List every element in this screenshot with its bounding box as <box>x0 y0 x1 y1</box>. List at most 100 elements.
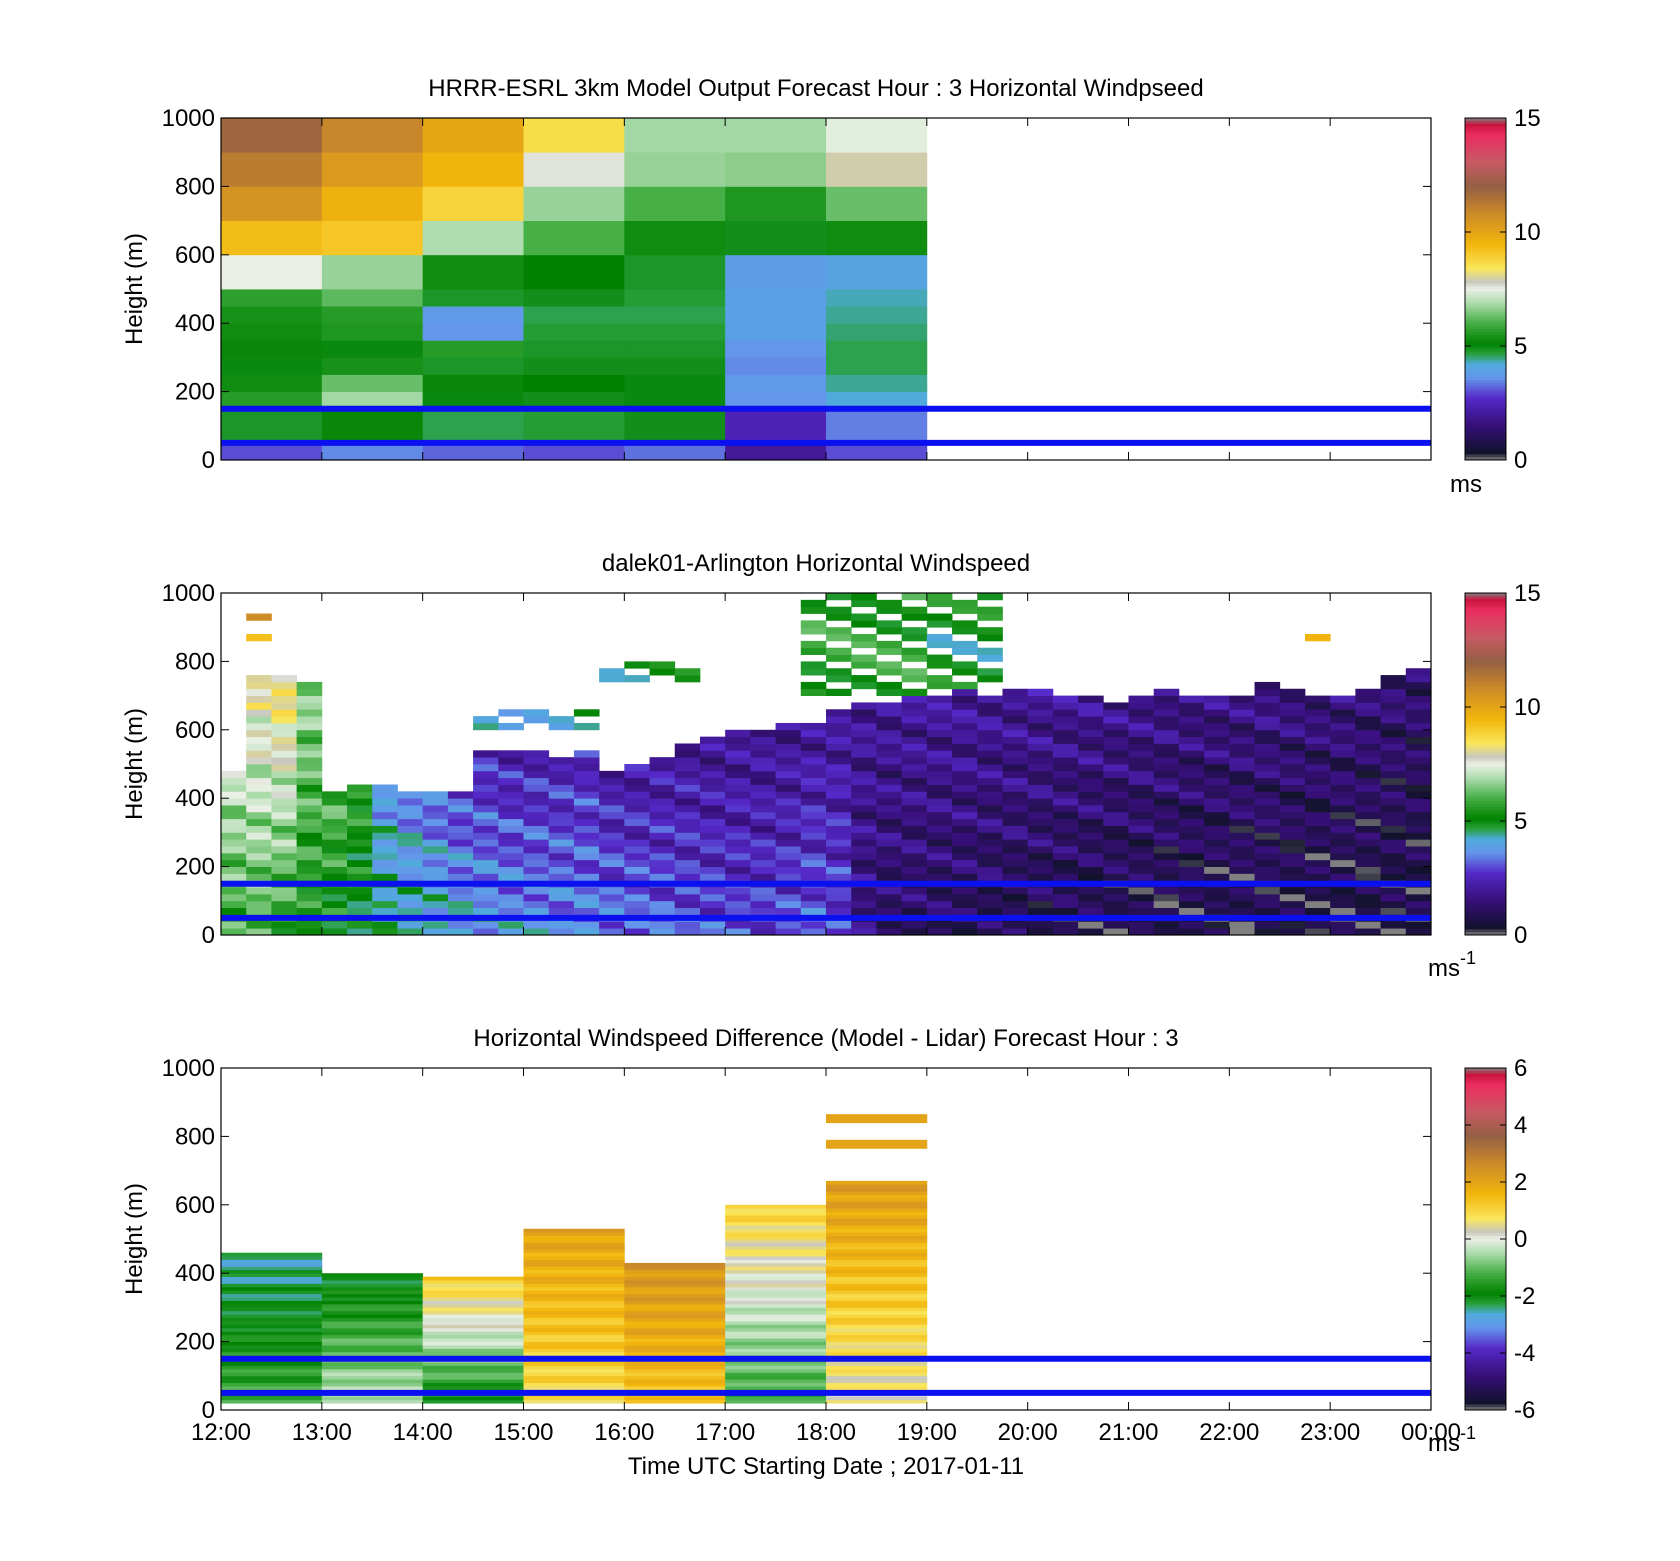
lidar-cell <box>624 921 650 929</box>
lidar-cell <box>1128 764 1155 772</box>
difference-cell <box>725 1372 827 1377</box>
colorbar-segment <box>1465 692 1506 697</box>
lidar-cell <box>372 893 398 902</box>
difference-cell <box>624 1310 726 1315</box>
lidar-cell <box>624 928 650 936</box>
lidar-cell <box>1279 907 1306 915</box>
lidar-cell <box>246 784 272 792</box>
difference-cell <box>725 1218 827 1223</box>
lidar-cell <box>523 764 550 772</box>
lidar-cell <box>271 873 298 881</box>
panel-lidar-cells <box>221 593 1432 936</box>
lidar-cell <box>1153 893 1180 902</box>
lidar-cell <box>926 777 953 785</box>
colorbar-segment <box>1465 405 1506 410</box>
difference-cell <box>221 1348 323 1353</box>
lidar-cell <box>573 825 600 833</box>
lidar-cell <box>624 798 650 806</box>
lidar-cell <box>1052 873 1079 881</box>
model-cell <box>321 408 424 444</box>
lidar-cell <box>1204 928 1230 936</box>
lidar-cell <box>649 777 676 785</box>
lidar-patch-cell <box>851 675 877 683</box>
lidar-cell <box>347 893 373 902</box>
lidar-cell <box>1204 825 1230 833</box>
lidar-patch-cell <box>826 606 852 614</box>
lidar-cell <box>649 921 676 929</box>
lidar-cell <box>1002 709 1029 717</box>
difference-cell <box>321 1338 424 1342</box>
colorbar-segment <box>1465 672 1506 677</box>
lidar-cell <box>775 839 802 847</box>
lidar-patch-cell <box>599 675 625 683</box>
colorbar-segment <box>1465 197 1506 202</box>
difference-cell <box>221 1327 323 1332</box>
lidar-cell <box>851 887 877 895</box>
difference-cell <box>826 1194 928 1199</box>
lidar-patch-cell <box>901 613 928 621</box>
difference-cell <box>826 1334 928 1339</box>
colorbar-segment <box>1465 1324 1506 1328</box>
lidar-cell <box>1380 887 1407 895</box>
lidar-cell <box>725 852 751 861</box>
colorbar-segment <box>1465 385 1506 390</box>
lidar-cell <box>473 921 499 929</box>
difference-cell <box>422 1379 524 1384</box>
lidar-cell <box>699 873 726 881</box>
difference-cell <box>826 1256 928 1260</box>
colorbar-segment <box>1465 1256 1506 1260</box>
lidar-cell <box>599 921 625 929</box>
lidar-cell <box>1204 722 1230 731</box>
lidar-cell <box>1002 852 1029 861</box>
lidar-cell <box>800 743 827 751</box>
lidar-cell <box>926 811 953 820</box>
lidar-cell <box>1027 722 1054 731</box>
lidar-cell <box>1405 805 1432 813</box>
colorbar-segment <box>1465 1233 1506 1237</box>
lidar-cell <box>523 839 550 847</box>
lidar-cell <box>1027 852 1054 861</box>
lidar-patch-cell <box>952 606 978 614</box>
lidar-cell <box>548 818 575 826</box>
lidar-cell <box>573 784 600 792</box>
model-cell <box>725 186 827 221</box>
colorbar-segment <box>1465 612 1506 617</box>
lidar-cell <box>271 681 298 690</box>
lidar-cell <box>548 887 575 895</box>
lidar-cell <box>1279 846 1306 854</box>
model-cell <box>523 254 625 290</box>
lidar-cell <box>674 839 701 847</box>
lidar-cell <box>1153 887 1180 895</box>
difference-cell <box>221 1314 323 1319</box>
lidar-cell <box>926 839 953 847</box>
lidar-cell <box>321 852 348 861</box>
difference-cell <box>826 1321 928 1325</box>
lidar-cell <box>523 921 550 929</box>
lidar-cell <box>876 743 903 751</box>
colorbar-segment <box>1465 440 1506 444</box>
lidar-cell <box>347 784 373 792</box>
lidar-cell <box>826 805 852 813</box>
lidar-cell <box>1052 846 1079 854</box>
lidar-cell <box>1254 873 1281 881</box>
colorbar-segment <box>1465 1196 1506 1200</box>
lidar-cell <box>674 777 701 785</box>
lidar-cell <box>977 736 1003 744</box>
lidar-cell <box>674 893 701 902</box>
lidar-cell <box>599 805 625 813</box>
lidar-cell <box>1304 859 1331 867</box>
colorbar-segment <box>1465 269 1506 273</box>
lidar-cell <box>952 798 978 806</box>
panel-difference-ref-lines <box>221 1355 1431 1396</box>
lidar-cell <box>347 832 373 840</box>
y-tick-label: 400 <box>175 310 215 337</box>
lidar-cell <box>422 907 449 915</box>
lidar-cell <box>246 907 272 915</box>
lidar-cell <box>901 777 928 785</box>
colorbar-segment <box>1465 175 1506 179</box>
difference-cell <box>321 1273 424 1278</box>
colorbar-segment <box>1465 1407 1506 1411</box>
difference-cell <box>221 1362 323 1366</box>
difference-cell <box>321 1286 424 1291</box>
